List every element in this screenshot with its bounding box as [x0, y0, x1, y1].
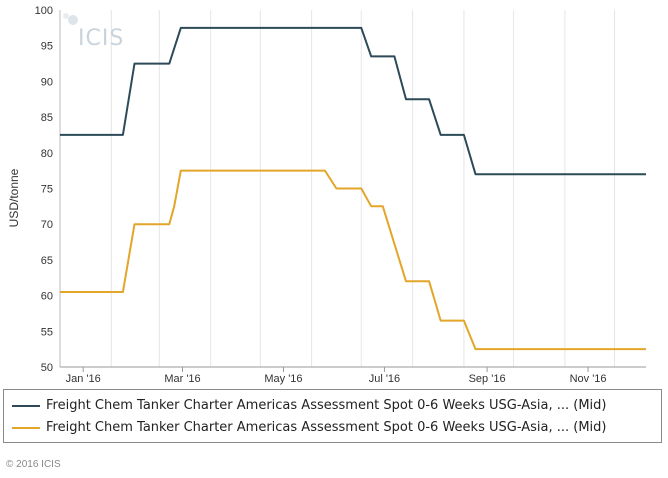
line-chart: ICIS 50 55 60 65 70 75 80 85 90 95 100 Jan '16 Mar … [7, 5, 646, 385]
y-tick-label: 70 [41, 219, 53, 231]
y-tick-label: 100 [35, 5, 53, 17]
y-axis: 50 55 60 65 70 75 80 85 90 95 100 [35, 5, 61, 374]
legend-swatch-2 [12, 426, 40, 429]
series-line-2 [60, 169, 646, 351]
y-tick-label: 65 [41, 255, 53, 267]
x-tick-label: Jan '16 [66, 373, 101, 385]
y-tick-label: 90 [41, 76, 53, 88]
legend: Freight Chem Tanker Charter Americas Ass… [3, 389, 662, 443]
legend-label: Freight Chem Tanker Charter Americas Ass… [46, 420, 607, 435]
legend-label: Freight Chem Tanker Charter Americas Ass… [46, 398, 607, 413]
y-tick-label: 85 [41, 112, 53, 124]
y-tick-label: 95 [41, 41, 53, 53]
x-tick-label: Nov '16 [570, 373, 607, 385]
y-axis-label: USD/tonne [7, 168, 21, 227]
logo-text: ICIS [78, 26, 124, 51]
copyright-text: © 2016 ICIS [6, 459, 61, 470]
x-tick-label: Jul '16 [369, 373, 400, 385]
x-axis: Jan '16 Mar '16 May '16 Jul '16 Sep '16 Nov '… [60, 366, 646, 385]
y-tick-label: 80 [41, 148, 53, 160]
grid-lines [110, 10, 616, 367]
y-tick-label: 50 [41, 362, 53, 374]
series-line-1 [60, 26, 646, 176]
legend-swatch-1 [12, 404, 40, 407]
y-tick-label: 75 [41, 184, 53, 196]
y-tick-label: 55 [41, 326, 53, 338]
series-lines [60, 26, 646, 351]
x-tick-label: Mar '16 [164, 373, 200, 385]
x-tick-label: Sep '16 [469, 373, 506, 385]
icis-logo: ICIS [63, 13, 124, 51]
legend-item[interactable]: Freight Chem Tanker Charter Americas Ass… [12, 420, 607, 435]
y-tick-label: 60 [41, 291, 53, 303]
legend-item[interactable]: Freight Chem Tanker Charter Americas Ass… [12, 398, 607, 413]
x-tick-label: May '16 [264, 373, 302, 385]
